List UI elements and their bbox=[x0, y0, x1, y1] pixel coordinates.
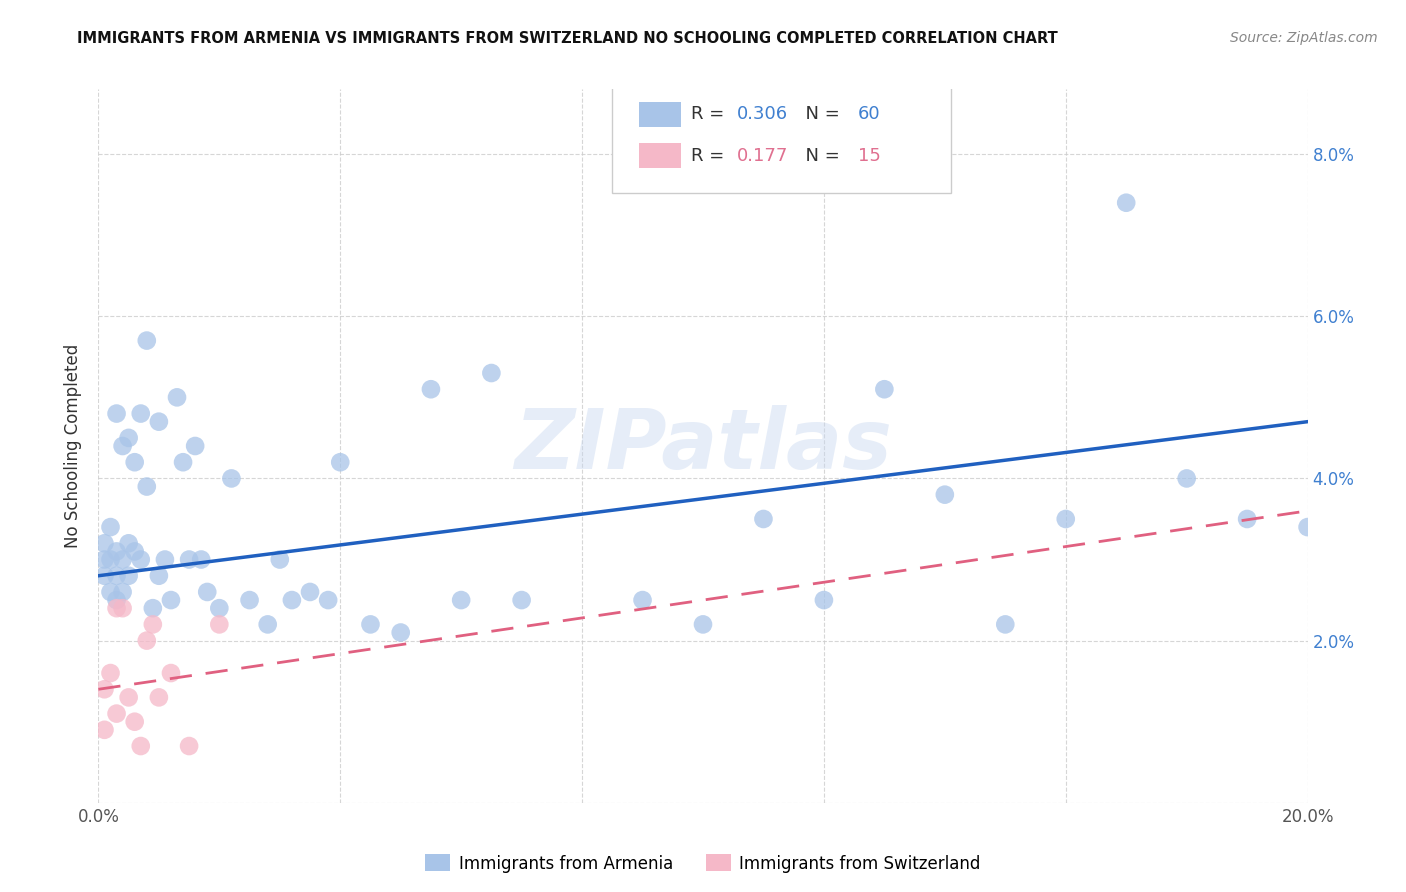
Point bbox=[148, 690, 170, 705]
Point bbox=[153, 552, 176, 566]
Point bbox=[172, 455, 194, 469]
Text: IMMIGRANTS FROM ARMENIA VS IMMIGRANTS FROM SWITZERLAND NO SCHOOLING COMPLETED CO: IMMIGRANTS FROM ARMENIA VS IMMIGRANTS FR… bbox=[77, 31, 1059, 46]
Point bbox=[135, 334, 157, 348]
Point bbox=[124, 544, 146, 558]
Point bbox=[360, 617, 382, 632]
Point bbox=[316, 593, 339, 607]
Point bbox=[166, 390, 188, 404]
Point bbox=[184, 439, 207, 453]
Point bbox=[256, 617, 278, 632]
Point bbox=[111, 552, 134, 566]
Point bbox=[873, 382, 896, 396]
Point bbox=[100, 552, 122, 566]
Point bbox=[118, 431, 141, 445]
Point bbox=[813, 593, 835, 607]
Point bbox=[129, 552, 152, 566]
Point bbox=[111, 439, 134, 453]
Point bbox=[135, 633, 157, 648]
Point bbox=[105, 568, 128, 582]
Text: 0.177: 0.177 bbox=[737, 146, 789, 164]
Point bbox=[148, 568, 170, 582]
Point bbox=[299, 585, 322, 599]
Text: N =: N = bbox=[793, 146, 845, 164]
Text: 0.306: 0.306 bbox=[737, 105, 787, 123]
Point bbox=[631, 593, 654, 607]
Text: R =: R = bbox=[690, 146, 735, 164]
Point bbox=[208, 617, 231, 632]
Text: ZIPatlas: ZIPatlas bbox=[515, 406, 891, 486]
Point bbox=[93, 682, 115, 697]
Point bbox=[118, 690, 141, 705]
Point bbox=[450, 593, 472, 607]
Point bbox=[160, 593, 183, 607]
Point bbox=[105, 544, 128, 558]
Text: R =: R = bbox=[690, 105, 730, 123]
Point bbox=[1175, 471, 1198, 485]
Point bbox=[195, 585, 218, 599]
Point bbox=[934, 488, 956, 502]
Point bbox=[105, 706, 128, 721]
Point bbox=[208, 601, 231, 615]
Point bbox=[994, 617, 1017, 632]
Point bbox=[124, 714, 146, 729]
Point bbox=[221, 471, 243, 485]
Point bbox=[389, 625, 412, 640]
Point bbox=[135, 479, 157, 493]
Text: 15: 15 bbox=[858, 146, 880, 164]
Text: 60: 60 bbox=[858, 105, 880, 123]
Text: N =: N = bbox=[793, 105, 845, 123]
Point bbox=[160, 666, 183, 681]
Point bbox=[329, 455, 352, 469]
Point bbox=[93, 723, 115, 737]
Point bbox=[93, 568, 115, 582]
Legend: Immigrants from Armenia, Immigrants from Switzerland: Immigrants from Armenia, Immigrants from… bbox=[419, 847, 987, 880]
Point bbox=[752, 512, 775, 526]
Point bbox=[692, 617, 714, 632]
Point bbox=[105, 407, 128, 421]
Point bbox=[481, 366, 503, 380]
Point bbox=[129, 407, 152, 421]
Point bbox=[142, 617, 165, 632]
Point bbox=[105, 593, 128, 607]
Text: Source: ZipAtlas.com: Source: ZipAtlas.com bbox=[1230, 31, 1378, 45]
Point bbox=[105, 601, 128, 615]
Point bbox=[118, 568, 141, 582]
Point bbox=[1054, 512, 1077, 526]
Point bbox=[1296, 520, 1319, 534]
Point bbox=[269, 552, 291, 566]
Point bbox=[100, 520, 122, 534]
Point bbox=[111, 601, 134, 615]
Y-axis label: No Schooling Completed: No Schooling Completed bbox=[65, 344, 83, 548]
Point bbox=[1236, 512, 1258, 526]
Point bbox=[420, 382, 443, 396]
Point bbox=[510, 593, 533, 607]
Point bbox=[124, 455, 146, 469]
Point bbox=[118, 536, 141, 550]
Point bbox=[190, 552, 212, 566]
Point bbox=[1115, 195, 1137, 210]
Point bbox=[93, 536, 115, 550]
Bar bbox=[638, 102, 682, 127]
Bar bbox=[638, 143, 682, 168]
Point bbox=[179, 552, 201, 566]
Point bbox=[100, 585, 122, 599]
Point bbox=[129, 739, 152, 753]
Point bbox=[179, 739, 201, 753]
Point bbox=[281, 593, 304, 607]
Point bbox=[239, 593, 262, 607]
Point bbox=[142, 601, 165, 615]
Point bbox=[111, 585, 134, 599]
FancyBboxPatch shape bbox=[613, 86, 950, 193]
Point bbox=[148, 415, 170, 429]
Point bbox=[93, 552, 115, 566]
Point bbox=[100, 666, 122, 681]
